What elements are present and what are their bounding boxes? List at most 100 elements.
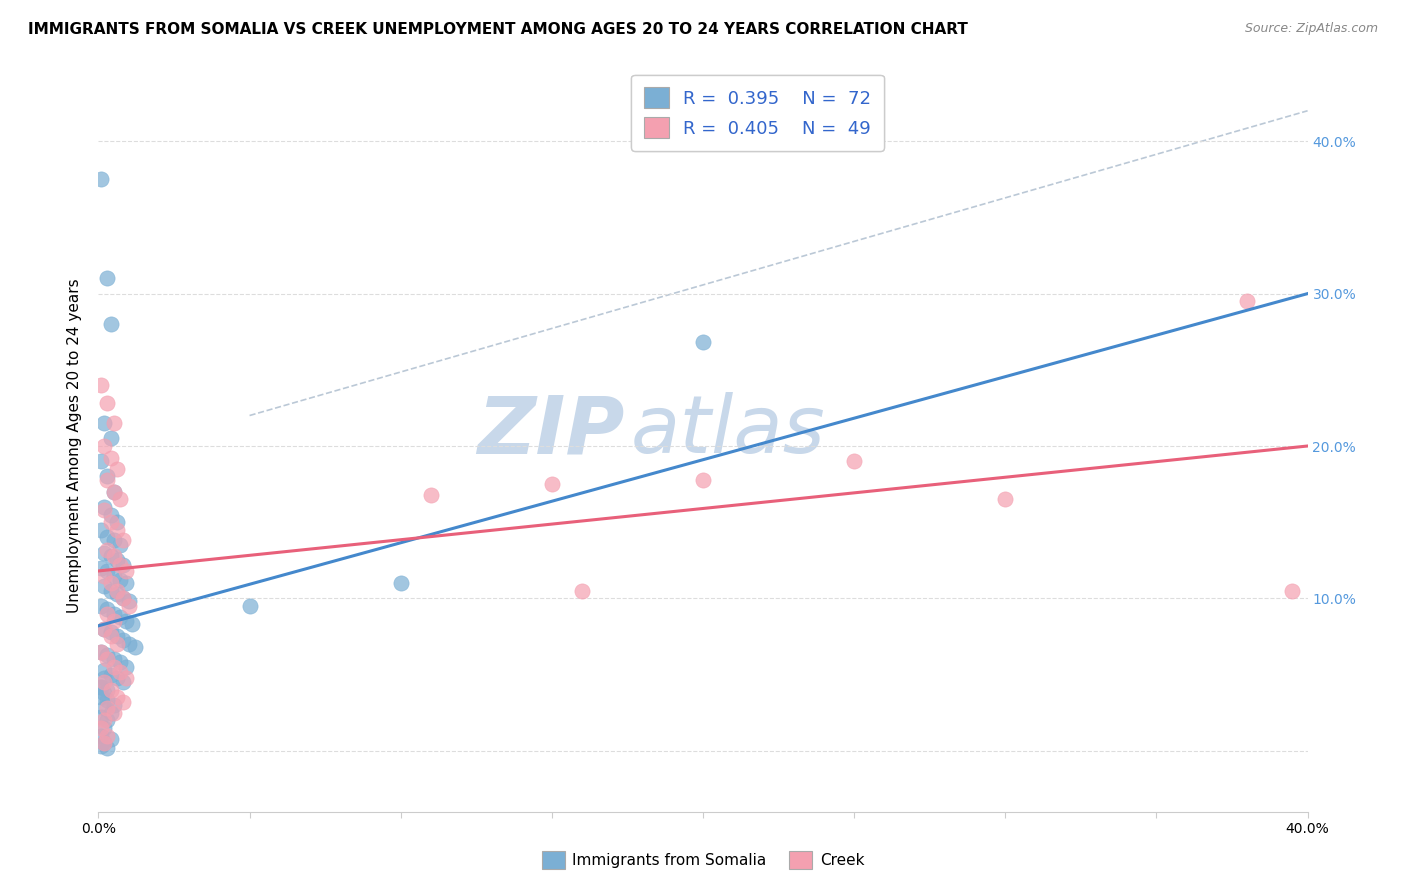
Point — [93, 671, 115, 685]
Text: Source: ZipAtlas.com: Source: ZipAtlas.com — [1244, 22, 1378, 36]
Point — [1281, 583, 1303, 598]
Point — [100, 706, 122, 720]
Text: IMMIGRANTS FROM SOMALIA VS CREEK UNEMPLOYMENT AMONG AGES 20 TO 24 YEARS CORRELAT: IMMIGRANTS FROM SOMALIA VS CREEK UNEMPLO… — [28, 22, 967, 37]
Point — [420, 488, 443, 502]
Point — [692, 473, 714, 487]
Point — [93, 736, 115, 750]
Point — [1236, 294, 1258, 309]
Point — [96, 682, 118, 697]
Point — [96, 701, 118, 715]
Point — [100, 731, 122, 746]
Point — [105, 637, 128, 651]
Point — [108, 538, 131, 552]
Point — [100, 317, 122, 331]
Point — [114, 671, 136, 685]
Point — [90, 645, 112, 659]
Point — [93, 675, 115, 690]
Point — [93, 721, 115, 735]
Point — [111, 632, 134, 647]
Point — [100, 549, 122, 563]
Point — [90, 680, 112, 694]
Point — [105, 583, 128, 598]
Point — [93, 503, 115, 517]
Point — [105, 671, 128, 685]
Point — [96, 473, 118, 487]
Point — [90, 710, 112, 724]
Point — [96, 607, 118, 621]
Point — [96, 648, 118, 662]
Point — [93, 546, 115, 560]
Point — [108, 656, 131, 670]
Point — [111, 591, 134, 606]
Point — [90, 729, 112, 743]
Point — [93, 663, 115, 677]
Point — [90, 739, 112, 754]
Point — [108, 665, 131, 679]
Point — [103, 614, 125, 628]
Point — [844, 454, 866, 468]
Point — [103, 568, 125, 582]
Point — [90, 172, 112, 186]
Point — [103, 652, 125, 666]
Point — [90, 523, 112, 537]
Text: atlas: atlas — [630, 392, 825, 470]
Point — [100, 624, 122, 639]
Point — [96, 542, 118, 557]
Point — [96, 729, 118, 743]
Point — [118, 599, 141, 613]
Point — [114, 614, 136, 628]
Point — [105, 630, 128, 644]
Point — [90, 645, 112, 659]
Legend: Immigrants from Somalia, Creek: Immigrants from Somalia, Creek — [536, 845, 870, 875]
Point — [103, 607, 125, 621]
Point — [118, 594, 141, 608]
Point — [105, 515, 128, 529]
Legend: R =  0.395    N =  72, R =  0.405    N =  49: R = 0.395 N = 72, R = 0.405 N = 49 — [631, 75, 884, 151]
Point — [111, 695, 134, 709]
Point — [93, 701, 115, 715]
Point — [111, 591, 134, 606]
Point — [100, 630, 122, 644]
Point — [100, 576, 122, 591]
Point — [93, 622, 115, 636]
Point — [103, 549, 125, 563]
Point — [105, 523, 128, 537]
Point — [571, 583, 593, 598]
Point — [114, 660, 136, 674]
Point — [93, 579, 115, 593]
Point — [100, 431, 122, 445]
Point — [96, 564, 118, 578]
Point — [96, 693, 118, 707]
Point — [90, 378, 112, 392]
Point — [90, 561, 112, 575]
Point — [100, 451, 122, 466]
Point — [111, 533, 134, 548]
Point — [239, 599, 262, 613]
Point — [96, 396, 118, 410]
Point — [124, 640, 146, 655]
Point — [90, 680, 112, 694]
Point — [93, 568, 115, 582]
Point — [114, 564, 136, 578]
Point — [108, 492, 131, 507]
Point — [90, 599, 112, 613]
Point — [96, 652, 118, 666]
Point — [93, 686, 115, 700]
Point — [100, 682, 122, 697]
Point — [389, 576, 412, 591]
Point — [93, 622, 115, 636]
Point — [90, 454, 112, 468]
Point — [100, 515, 122, 529]
Point — [111, 675, 134, 690]
Point — [692, 335, 714, 350]
Point — [103, 484, 125, 499]
Point — [121, 617, 143, 632]
Point — [96, 530, 118, 544]
Point — [105, 587, 128, 601]
Point — [111, 558, 134, 572]
Point — [100, 583, 122, 598]
Point — [96, 469, 118, 483]
Point — [93, 500, 115, 514]
Point — [105, 462, 128, 476]
Point — [96, 714, 118, 728]
